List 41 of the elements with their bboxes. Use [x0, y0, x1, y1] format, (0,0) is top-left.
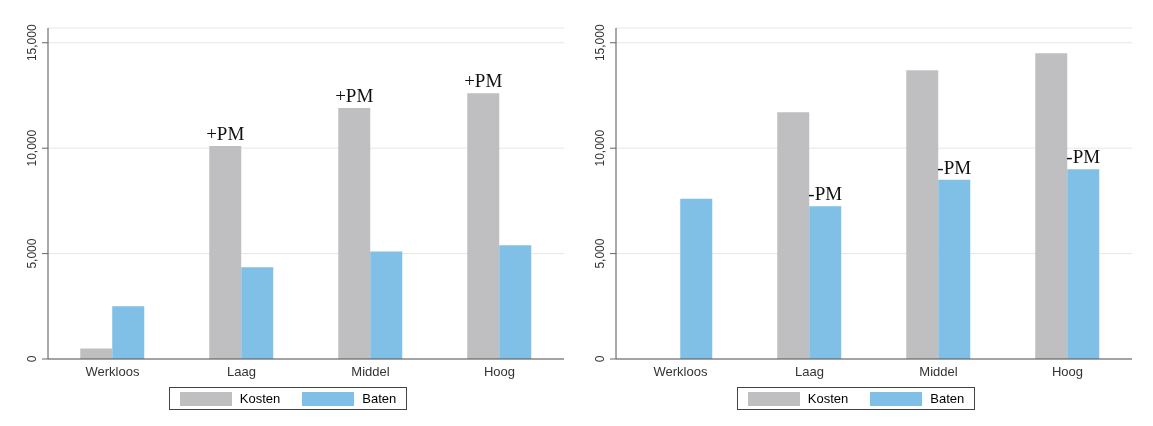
y-tick-label: 5,000: [593, 238, 607, 269]
bar: [80, 348, 113, 359]
bar: [1035, 53, 1068, 359]
x-tick-label: Laag: [795, 364, 824, 380]
bar: [467, 93, 500, 359]
bar: [809, 206, 842, 359]
y-tick-label: 10,000: [25, 129, 39, 167]
bar: [112, 306, 145, 359]
y-tick-label: 0: [25, 355, 39, 363]
y-tick-label: 15,000: [25, 24, 39, 62]
legend-label: Kosten: [807, 391, 849, 406]
y-tick-label: 10,000: [593, 129, 607, 167]
bar: [241, 267, 274, 359]
bar: [680, 198, 713, 359]
annotation: -PM: [1066, 146, 1101, 168]
x-tick-label: Werkloos: [653, 364, 708, 380]
bar: [499, 245, 532, 359]
bar: [777, 112, 810, 359]
y-tick-label: 0: [593, 355, 607, 363]
bar: [906, 70, 939, 359]
y-tick-label: 15,000: [593, 24, 607, 62]
annotation: +PM: [335, 85, 374, 107]
bar: [338, 108, 371, 359]
annotation: +PM: [464, 70, 503, 92]
x-tick-label: Hoog: [483, 364, 516, 380]
bar: [370, 251, 403, 359]
x-tick-label: Middel: [351, 364, 390, 380]
annotation: -PM: [808, 183, 843, 205]
bar: [938, 179, 971, 359]
legend-label: Baten: [362, 391, 397, 406]
annotation: -PM: [937, 156, 972, 178]
y-tick-label: 5,000: [25, 238, 39, 269]
legend-label: Kosten: [239, 391, 281, 406]
bar: [209, 146, 242, 359]
x-tick-label: Middel: [919, 364, 958, 380]
legend-label: Baten: [930, 391, 965, 406]
x-tick-label: Hoog: [1051, 364, 1084, 380]
x-tick-label: Werkloos: [85, 364, 140, 380]
x-tick-label: Laag: [227, 364, 256, 380]
bar: [1067, 169, 1100, 359]
annotation: +PM: [206, 123, 245, 145]
